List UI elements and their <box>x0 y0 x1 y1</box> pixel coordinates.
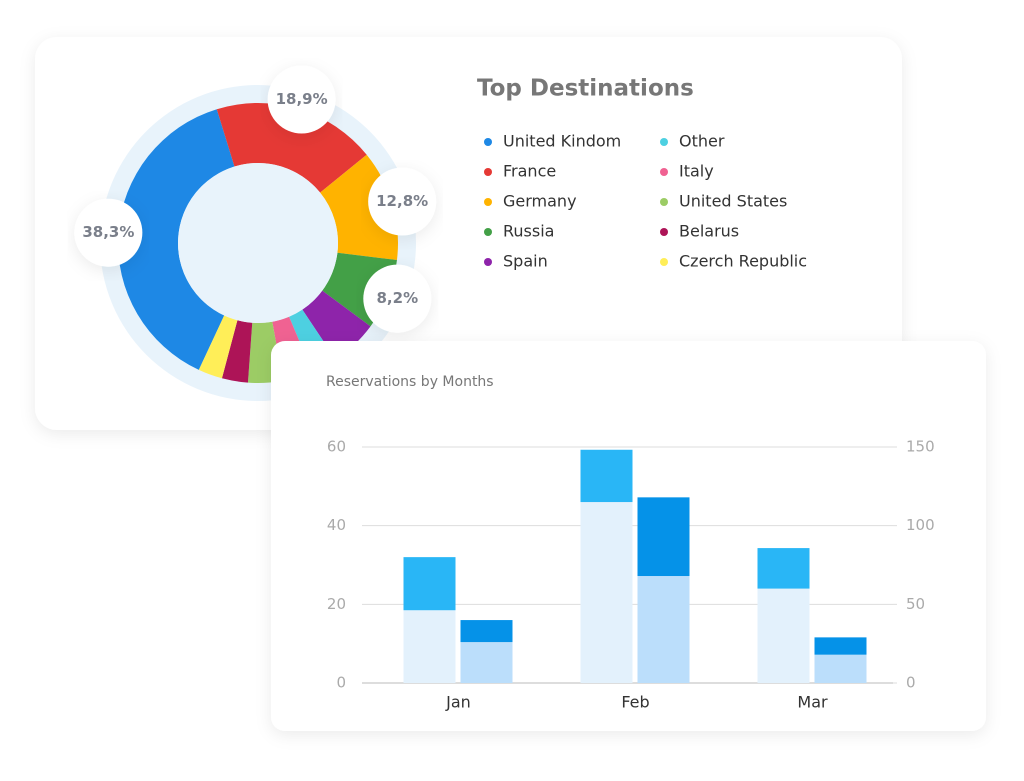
bar-segment <box>580 449 633 503</box>
label-bubble <box>74 198 143 267</box>
chart-title: Top Destinations <box>477 76 694 102</box>
y2-tick-label: 150 <box>906 438 935 456</box>
legend-dot <box>484 138 492 146</box>
y2-tick-label: 100 <box>906 516 935 534</box>
x-tick-label: Jan <box>445 693 471 712</box>
legend-dot <box>484 198 492 206</box>
legend-dot <box>660 138 668 146</box>
legend-dot <box>484 228 492 236</box>
data-label: 12,8% <box>376 192 428 210</box>
donut-hole <box>178 163 338 323</box>
legend-label: Belarus <box>679 222 739 241</box>
legend-dot <box>660 168 668 176</box>
bar-segment <box>637 497 690 577</box>
bar-segment <box>814 654 867 683</box>
y-tick-label: 60 <box>327 438 346 456</box>
y-tick-label: 20 <box>327 595 346 613</box>
y2-tick-label: 50 <box>906 595 925 613</box>
legend-dot <box>484 168 492 176</box>
legend-dot <box>660 198 668 206</box>
chart-title: Reservations by Months <box>326 374 494 390</box>
bar-segment <box>637 576 690 683</box>
y-tick-label: 40 <box>327 516 346 534</box>
x-tick-label: Feb <box>621 693 649 712</box>
legend-label: Italy <box>679 162 714 181</box>
data-label: 38,3% <box>82 223 134 241</box>
bar-segment <box>403 557 456 611</box>
legend-label: Russia <box>503 222 554 241</box>
pie-slice <box>117 109 235 370</box>
pie-card: Top Destinations 38,3% 18,9% 12,8% 8,2% Unit… <box>35 37 902 430</box>
legend-dot <box>660 228 668 236</box>
x-tick-label: Mar <box>797 693 828 712</box>
pie-slice <box>221 320 253 383</box>
bar-segment <box>757 588 810 683</box>
data-label: 18,9% <box>276 90 328 108</box>
bar-segment <box>460 620 513 643</box>
legend-dot <box>660 258 668 266</box>
bar-segment <box>580 502 633 683</box>
pie-slice <box>198 315 238 379</box>
bar-card: Reservations by Months 0 20 40 60 0 50 100 150 J… <box>271 341 986 731</box>
bar-segment <box>460 642 513 683</box>
bar-segment <box>814 637 867 655</box>
y-tick-label: 0 <box>336 674 346 692</box>
pie-slice <box>216 102 367 193</box>
bar-segment <box>403 610 456 683</box>
legend-label: Czerch Republic <box>679 252 807 271</box>
bar-segment <box>757 548 810 589</box>
legend-label: France <box>503 162 556 181</box>
y2-tick-label: 0 <box>906 674 916 692</box>
label-bubble <box>368 167 437 236</box>
label-bubble <box>267 65 336 134</box>
legend-label: United States <box>679 192 787 211</box>
legend-label: Germany <box>503 192 577 211</box>
legend-dot <box>484 258 492 266</box>
legend-label: United Kindom <box>503 132 621 151</box>
data-label: 8,2% <box>377 289 419 307</box>
label-bubble <box>363 264 432 333</box>
legend-label: Other <box>679 132 725 151</box>
legend-label: Spain <box>503 252 548 271</box>
